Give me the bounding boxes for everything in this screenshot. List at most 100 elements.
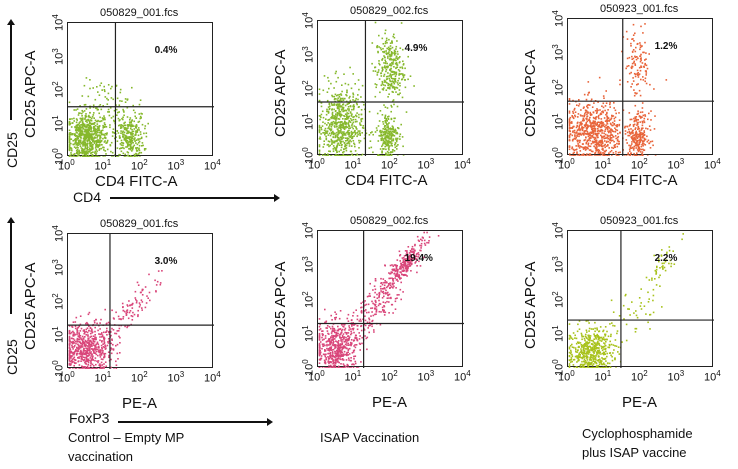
- data-point: [318, 131, 321, 134]
- data-point: [127, 305, 129, 307]
- data-point: [89, 87, 91, 90]
- data-point: [327, 356, 329, 358]
- data-point: [135, 148, 138, 150]
- data-point: [347, 339, 350, 341]
- data-point: [144, 286, 147, 288]
- data-point: [328, 107, 331, 110]
- data-point: [105, 153, 107, 155]
- data-point: [84, 331, 86, 333]
- data-point: [319, 358, 322, 361]
- data-point: [98, 345, 100, 348]
- data-point: [69, 352, 71, 354]
- data-point: [588, 138, 590, 140]
- data-point: [613, 102, 615, 104]
- data-point: [353, 349, 356, 351]
- data-point: [385, 141, 387, 143]
- data-point: [384, 117, 386, 119]
- data-point: [396, 264, 398, 267]
- tick-exponent: 4: [216, 370, 221, 379]
- data-point: [341, 155, 343, 156]
- data-point: [118, 124, 120, 127]
- data-point: [85, 356, 88, 359]
- data-point: [383, 104, 385, 106]
- data-point: [350, 328, 352, 330]
- data-point: [87, 136, 90, 139]
- data-point: [104, 344, 106, 346]
- data-point: [396, 139, 398, 141]
- data-point: [130, 139, 132, 142]
- data-point: [643, 121, 646, 124]
- data-point: [122, 309, 125, 312]
- data-point: [350, 130, 353, 133]
- data-point: [105, 331, 108, 333]
- data-point: [341, 335, 344, 337]
- data-point: [379, 303, 382, 305]
- data-point: [119, 342, 121, 344]
- data-point: [375, 301, 377, 303]
- data-point: [78, 364, 81, 366]
- data-point: [578, 139, 580, 142]
- data-point: [631, 141, 633, 143]
- data-point: [598, 76, 601, 79]
- data-point: [97, 354, 99, 357]
- data-point: [80, 346, 83, 348]
- data-point: [324, 360, 326, 363]
- data-point: [381, 150, 383, 152]
- data-point: [592, 125, 595, 128]
- data-point: [376, 46, 378, 48]
- data-point: [630, 144, 632, 147]
- data-point: [116, 140, 119, 142]
- data-point: [89, 144, 91, 147]
- data-point: [389, 154, 391, 156]
- data-point: [346, 347, 348, 350]
- data-point: [356, 132, 359, 134]
- data-point: [155, 290, 157, 293]
- data-point: [634, 133, 637, 136]
- data-point: [625, 139, 628, 141]
- data-point: [629, 123, 631, 126]
- data-point: [69, 154, 71, 157]
- data-point: [318, 318, 321, 320]
- data-point: [383, 51, 385, 54]
- data-point: [83, 348, 85, 350]
- scatter-svg: [68, 23, 214, 157]
- data-point: [360, 109, 363, 111]
- data-point: [76, 331, 78, 334]
- data-point: [74, 142, 76, 144]
- data-point: [68, 357, 71, 360]
- data-point: [575, 132, 577, 134]
- data-point: [644, 64, 646, 66]
- data-point: [397, 144, 399, 146]
- data-point: [581, 119, 584, 122]
- data-point: [89, 128, 92, 130]
- data-point: [334, 358, 337, 360]
- data-point: [371, 62, 373, 65]
- data-point: [383, 56, 386, 59]
- data-point: [349, 112, 352, 114]
- data-point: [90, 145, 93, 147]
- x-tick-label: 104: [204, 158, 221, 173]
- data-point: [635, 120, 637, 122]
- data-point: [572, 152, 575, 155]
- data-point: [339, 140, 341, 142]
- data-point: [385, 135, 388, 137]
- data-point: [383, 314, 386, 316]
- data-point: [377, 155, 379, 156]
- data-point: [71, 122, 73, 124]
- data-point: [81, 335, 84, 338]
- data-point: [632, 155, 634, 156]
- data-point: [615, 137, 617, 140]
- data-point: [100, 366, 102, 369]
- data-point: [87, 339, 89, 341]
- data-point: [330, 341, 333, 344]
- data-point: [384, 40, 387, 43]
- data-point: [606, 125, 609, 128]
- data-point: [640, 139, 643, 141]
- data-point: [75, 128, 77, 131]
- data-point: [103, 149, 105, 151]
- data-point: [83, 352, 86, 355]
- data-point: [135, 301, 138, 304]
- data-point: [70, 156, 73, 157]
- data-point: [90, 351, 92, 353]
- data-point: [350, 136, 352, 138]
